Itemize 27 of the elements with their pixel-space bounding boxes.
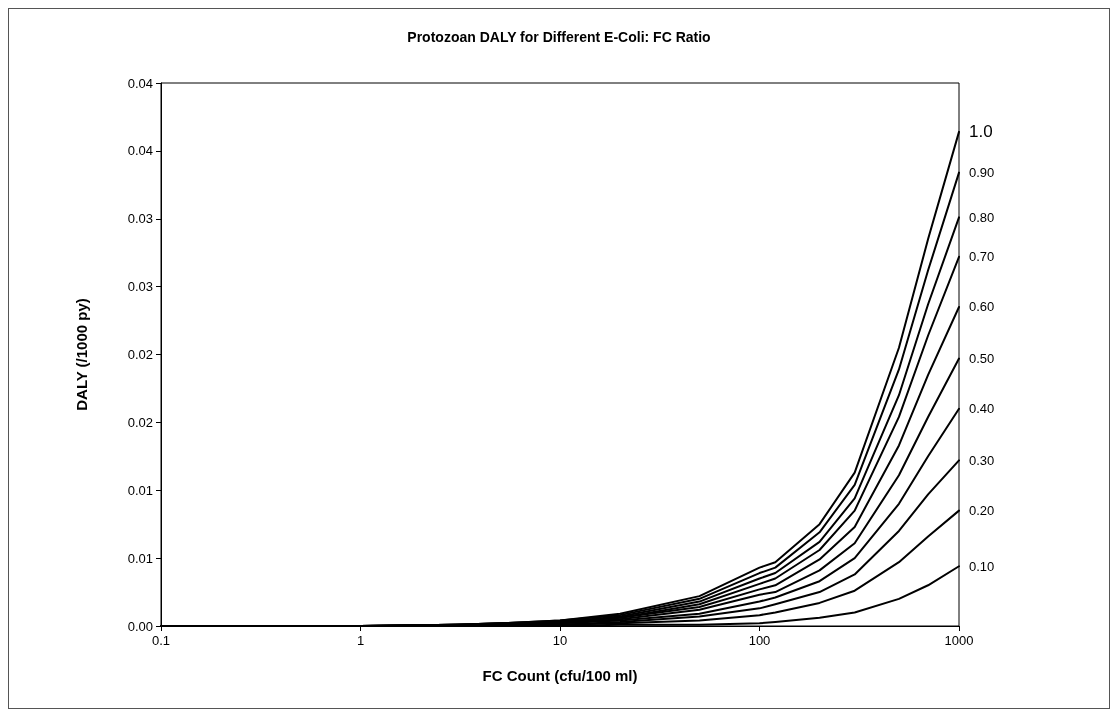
y-axis-title: DALY (/1000 py) — [73, 298, 90, 411]
series-label: 0.80 — [969, 209, 995, 225]
x-axis-title: FC Count (cfu/100 ml) — [482, 667, 638, 684]
y-tick-label: 0.01 — [127, 482, 153, 498]
chart-title: Protozoan DALY for Different E-Coli: FC Ratio — [407, 29, 711, 45]
series-label: 0.20 — [969, 503, 995, 519]
series-label: 0.30 — [969, 452, 995, 468]
y-tick-label: 0.00 — [127, 618, 153, 634]
y-tick-label: 0.02 — [127, 347, 153, 362]
series-label: 0.90 — [969, 165, 995, 181]
series-label: 0.60 — [969, 299, 995, 315]
x-tick-label: 1000 — [944, 633, 974, 648]
y-tick-label: 0.01 — [127, 550, 153, 566]
series-label: 0.70 — [969, 249, 995, 265]
series-label: 0.10 — [969, 558, 995, 574]
y-tick-label: 0.03 — [127, 211, 153, 227]
x-tick-label: 0.1 — [151, 633, 171, 648]
y-tick-label: 0.04 — [127, 143, 153, 159]
y-tick-label: 0.03 — [127, 279, 153, 295]
x-tick-label: 10 — [552, 633, 568, 648]
y-tick-label: 0.04 — [127, 75, 153, 91]
series-label: 0.50 — [969, 351, 995, 367]
series-label: 1.0 — [969, 122, 993, 142]
y-tick-label: 0.02 — [127, 414, 153, 430]
x-tick-label: 100 — [748, 633, 771, 648]
x-tick-label: 1 — [356, 633, 365, 648]
series-label: 0.40 — [969, 401, 995, 417]
